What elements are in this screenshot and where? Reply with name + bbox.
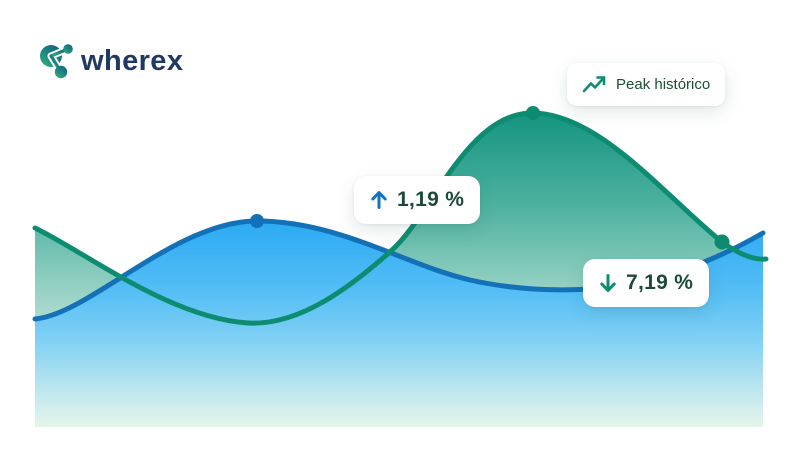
blue-peak-marker[interactable] — [250, 214, 264, 228]
annotation-up-badge: 1,19 % — [354, 176, 481, 224]
annotation-down-value: 7,19 % — [626, 271, 694, 294]
arrow-up-icon — [370, 190, 388, 210]
legend-label: Peak histórico — [616, 76, 711, 93]
annotation-down-badge: 7,19 % — [583, 259, 710, 307]
legend-peak-historico[interactable]: Peak histórico — [567, 63, 726, 106]
wherex-logo[interactable]: wherex — [38, 40, 183, 82]
green-crossover-marker[interactable] — [714, 234, 730, 250]
green-peak-marker[interactable] — [526, 106, 540, 120]
trending-up-icon — [582, 75, 606, 94]
wherex-molecule-icon — [38, 40, 76, 82]
wherex-brand-text: wherex — [81, 45, 184, 77]
arrow-down-icon — [599, 273, 617, 293]
annotation-up-value: 1,19 % — [397, 188, 465, 211]
blue-series-area — [35, 221, 763, 427]
